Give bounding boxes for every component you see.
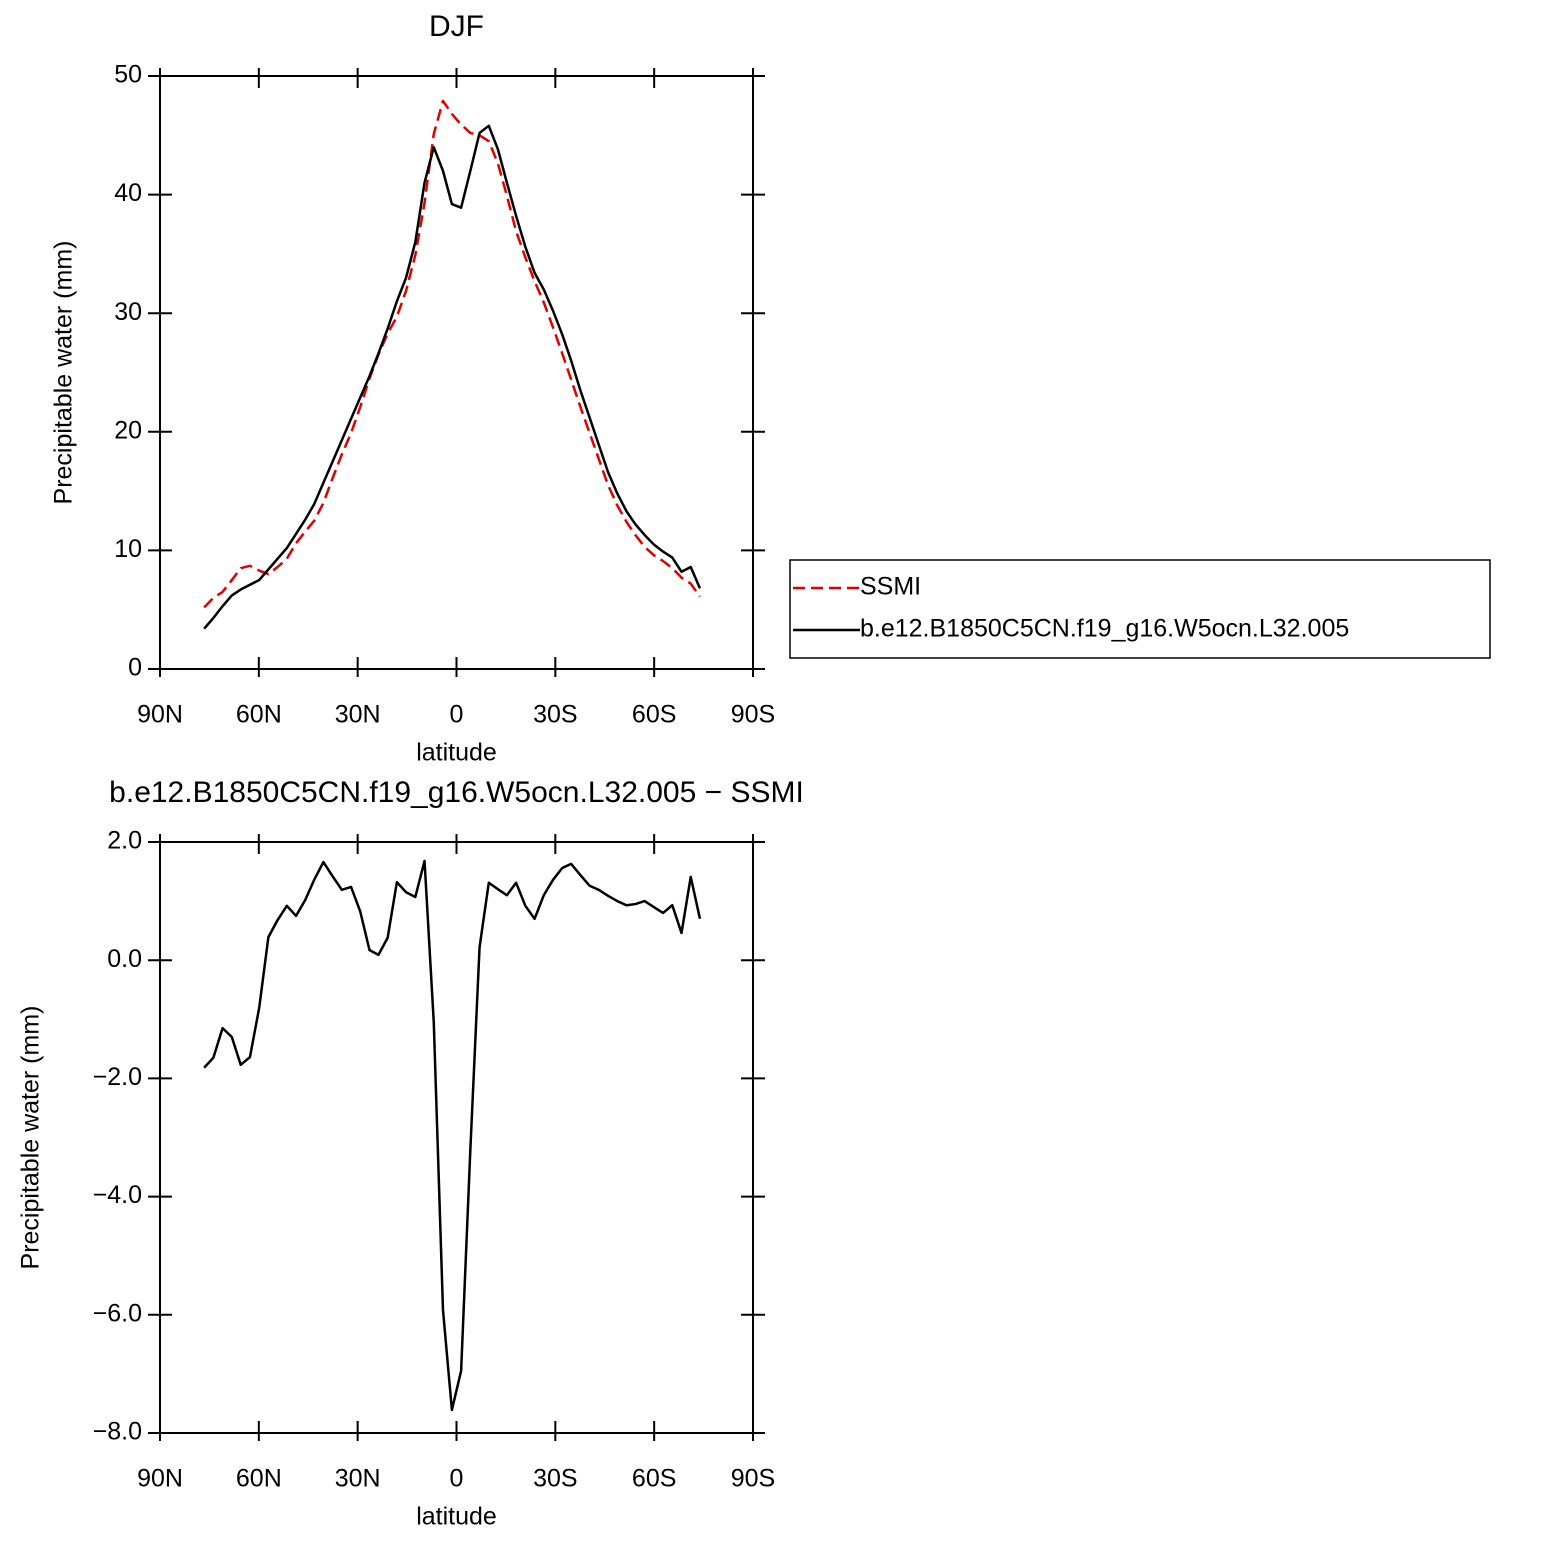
x-tick-label: 90N	[137, 1465, 183, 1493]
chart-title: DJF	[429, 10, 484, 43]
y-tick-label: 20	[114, 416, 142, 444]
x-tick-label: 60S	[632, 1465, 676, 1493]
y-tick-label: 40	[114, 179, 142, 207]
x-tick-label: 60N	[236, 701, 282, 729]
x-tick-label: 90S	[731, 701, 775, 729]
data-line	[203, 99, 701, 609]
y-tick-label: −8.0	[93, 1418, 142, 1446]
legend-label: SSMI	[860, 573, 921, 601]
x-tick-label: 60N	[236, 1465, 282, 1493]
y-tick-label: 50	[114, 61, 142, 89]
y-tick-label: −4.0	[93, 1181, 142, 1209]
x-tick-label: 30N	[335, 701, 381, 729]
y-tick-label: 2.0	[107, 827, 142, 855]
x-axis-label: latitude	[416, 1503, 497, 1531]
x-tick-label: 90S	[731, 1465, 775, 1493]
x-tick-label: 60S	[632, 701, 676, 729]
x-tick-label: 30N	[335, 1465, 381, 1493]
y-tick-label: −2.0	[93, 1063, 142, 1091]
x-tick-label: 0	[450, 701, 464, 729]
data-line	[203, 124, 702, 630]
x-axis-label: latitude	[416, 739, 497, 767]
x-tick-label: 30S	[533, 1465, 577, 1493]
y-tick-label: 0	[128, 654, 142, 682]
y-tick-label: −6.0	[93, 1299, 142, 1327]
y-tick-label: 10	[114, 535, 142, 563]
plot-frame	[159, 75, 754, 670]
y-axis-label: Precipitable water (mm)	[50, 241, 78, 505]
y-tick-label: 0.0	[107, 945, 142, 973]
legend-box	[789, 559, 1491, 659]
chart-title: b.e12.B1850C5CN.f19_g16.W5ocn.L32.005 − …	[109, 776, 804, 809]
legend-label: b.e12.B1850C5CN.f19_g16.W5ocn.L32.005	[860, 615, 1349, 643]
x-tick-label: 90N	[137, 701, 183, 729]
y-axis-label: Precipitable water (mm)	[17, 1006, 45, 1270]
x-tick-label: 0	[450, 1465, 464, 1493]
plot-frame	[159, 841, 754, 1434]
y-tick-label: 30	[114, 298, 142, 326]
data-line	[203, 859, 702, 1412]
x-tick-label: 30S	[533, 701, 577, 729]
